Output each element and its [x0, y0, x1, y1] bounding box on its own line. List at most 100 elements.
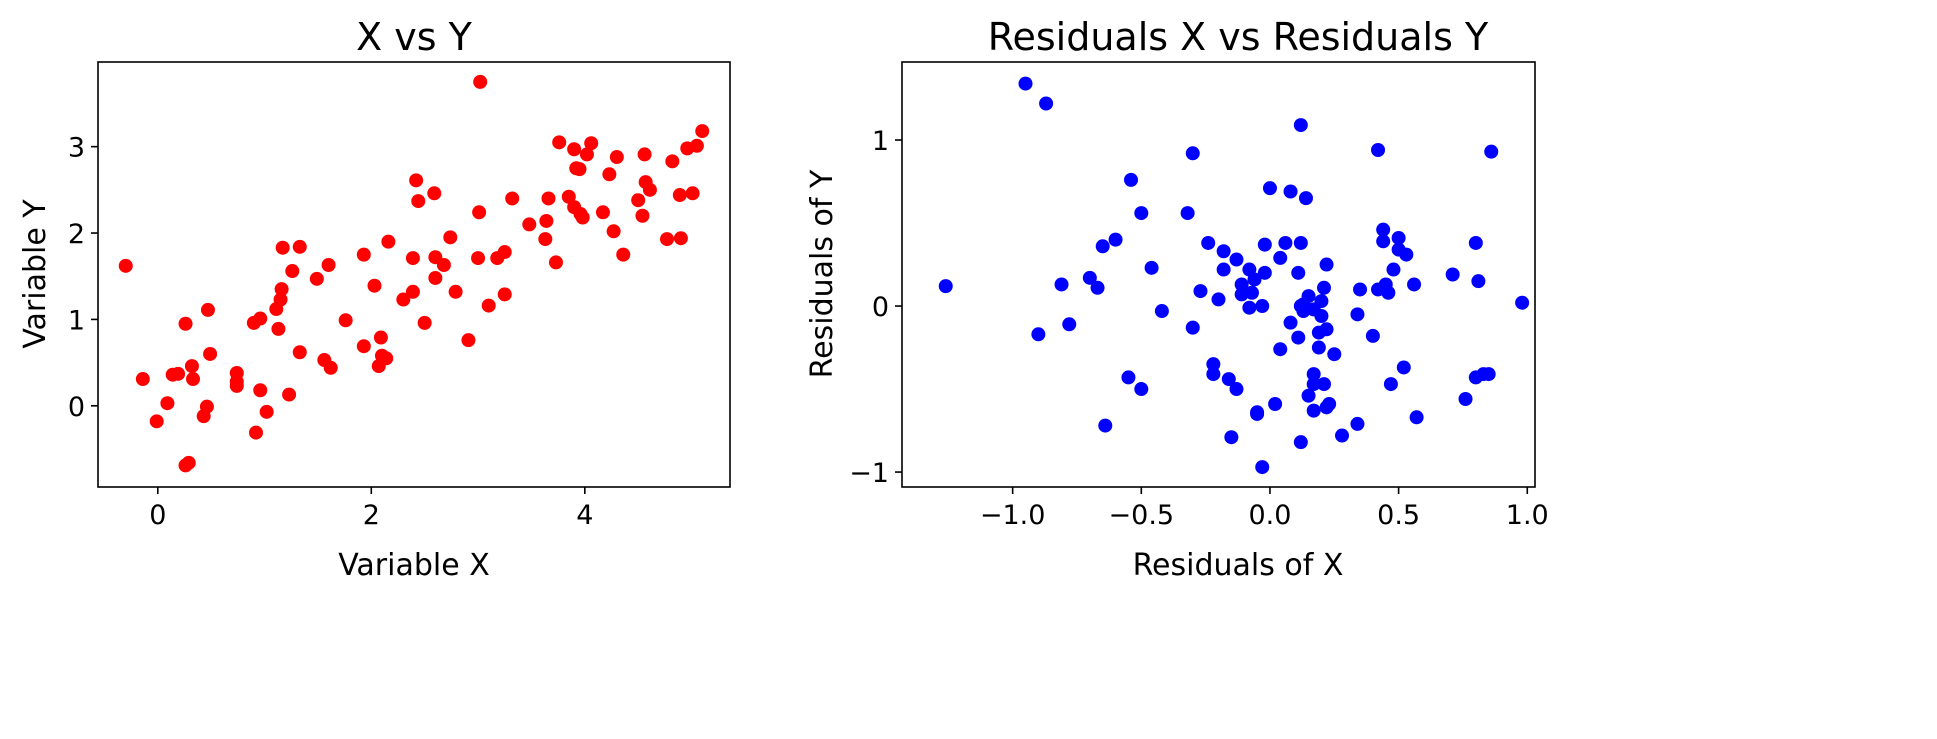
right-data-point [1291, 265, 1306, 280]
right-data-point [1481, 367, 1496, 382]
right-data-point [1201, 235, 1216, 250]
right-data-point [1273, 342, 1288, 357]
right-data-point [1031, 327, 1046, 342]
right-data-point [1458, 392, 1473, 407]
left-data-point [572, 162, 587, 177]
right-data-point [1350, 416, 1365, 431]
right-data-point [1278, 235, 1293, 250]
right-data-point [1216, 262, 1231, 277]
left-x-tick-label: 2 [363, 500, 380, 531]
left-data-point [497, 245, 512, 260]
right-data-point [1206, 367, 1221, 382]
left-data-point [282, 387, 297, 402]
left-data-point [200, 302, 215, 317]
left-x-axis-label: Variable X [338, 548, 490, 583]
left-data-point [323, 360, 338, 375]
left-chart-title: X vs Y [356, 15, 472, 59]
right-data-point [1273, 250, 1288, 265]
right-data-point [1468, 235, 1483, 250]
right-data-point [1376, 222, 1391, 237]
left-data-point [616, 247, 631, 262]
right-data-point [1257, 237, 1272, 252]
left-data-point [685, 186, 700, 201]
left-data-point [541, 191, 556, 206]
left-x-tick-label: 4 [576, 500, 593, 531]
left-data-point [229, 378, 244, 393]
left-data-point [631, 193, 646, 208]
right-y-tick-label: 0 [872, 292, 889, 323]
right-data-point [1082, 270, 1097, 285]
right-data-point [1291, 330, 1306, 345]
right-data-point [1409, 410, 1424, 425]
right-data-point [1396, 360, 1411, 375]
left-data-point [689, 138, 704, 153]
left-data-point [443, 230, 458, 245]
right-y-tick-label: 1 [872, 126, 889, 157]
right-data-point [1134, 382, 1149, 397]
left-data-point [567, 142, 582, 157]
right-x-tick-label: −1.0 [980, 500, 1046, 531]
right-data-point [1293, 118, 1308, 133]
right-x-tick-label: −0.5 [1109, 500, 1175, 531]
right-data-point [1244, 285, 1259, 300]
right-data-point [1484, 144, 1499, 159]
right-data-point [1211, 292, 1226, 307]
right-data-point [1255, 460, 1270, 475]
right-data-point [1206, 357, 1221, 372]
left-data-point [321, 257, 336, 272]
right-data-point [1378, 277, 1393, 292]
left-data-point [575, 210, 590, 225]
right-data-point [1471, 274, 1486, 289]
left-data-point [497, 287, 512, 302]
right-data-point [1018, 76, 1033, 91]
left-data-point [473, 74, 488, 89]
left-data-point [379, 351, 394, 366]
right-data-point [1108, 232, 1123, 247]
left-data-point [548, 255, 563, 270]
right-data-point [1098, 418, 1113, 433]
right-data-point [1306, 403, 1321, 418]
left-data-point [602, 167, 617, 182]
right-data-point [1257, 265, 1272, 280]
right-data-point [1322, 396, 1337, 411]
left-data-point [584, 136, 599, 151]
left-data-point [338, 313, 353, 328]
right-data-point [1445, 267, 1460, 282]
right-data-point [1301, 388, 1316, 403]
left-y-axis-label: Variable Y [18, 199, 53, 349]
right-data-point [1327, 347, 1342, 362]
right-data-point [1311, 340, 1326, 355]
right-data-point [1371, 142, 1386, 157]
right-x-tick-label: 0.5 [1377, 500, 1420, 531]
right-data-point [1247, 272, 1262, 287]
right-data-point [1124, 172, 1139, 187]
left-data-point [595, 205, 610, 220]
left-data-point [522, 217, 537, 232]
right-data-point [1229, 382, 1244, 397]
left-scatter-plot: X vs Y Variable X Variable Y 0 2 4 0 1 2 3 [18, 15, 731, 583]
left-data-point [160, 396, 175, 411]
left-data-point [505, 191, 520, 206]
left-data-point [405, 284, 420, 299]
left-data-point [411, 194, 426, 209]
right-data-point [1353, 282, 1368, 297]
right-data-point [1306, 377, 1321, 392]
left-data-point [275, 240, 290, 255]
right-data-point [1185, 320, 1200, 335]
right-x-tick-label: 1.0 [1506, 500, 1549, 531]
right-data-point [1314, 294, 1329, 309]
right-data-point [1234, 287, 1249, 302]
left-data-point [135, 372, 150, 387]
right-x-tick-label: 0.0 [1248, 500, 1291, 531]
right-data-point [1039, 96, 1054, 111]
left-data-point [309, 271, 324, 286]
left-data-point [673, 231, 688, 246]
left-data-point [665, 154, 680, 169]
left-data-point [660, 232, 675, 247]
left-data-point [356, 339, 371, 354]
left-data-point [417, 315, 432, 330]
right-data-point [1391, 230, 1406, 245]
left-data-point [428, 270, 443, 285]
right-data-point [1386, 262, 1401, 277]
